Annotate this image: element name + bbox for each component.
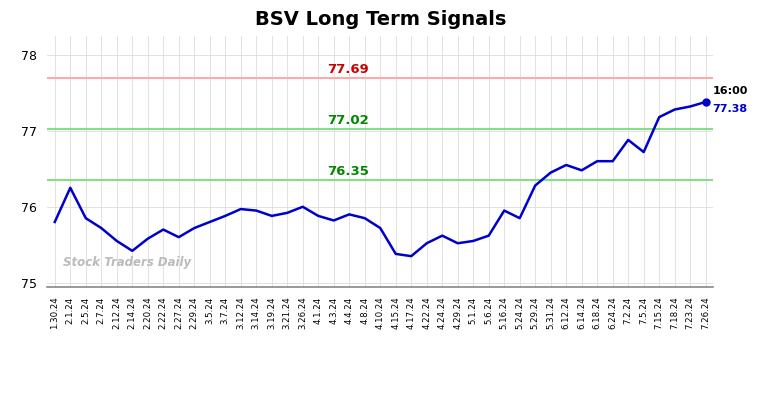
Text: 77.69: 77.69 (327, 63, 369, 76)
Point (699, 99, 712, 105)
Text: Stock Traders Daily: Stock Traders Daily (63, 256, 191, 269)
Text: 77.02: 77.02 (327, 113, 369, 127)
Text: 77.38: 77.38 (713, 104, 748, 114)
Title: BSV Long Term Signals: BSV Long Term Signals (255, 10, 506, 29)
Text: 16:00: 16:00 (713, 86, 748, 96)
Text: 76.35: 76.35 (327, 164, 369, 178)
